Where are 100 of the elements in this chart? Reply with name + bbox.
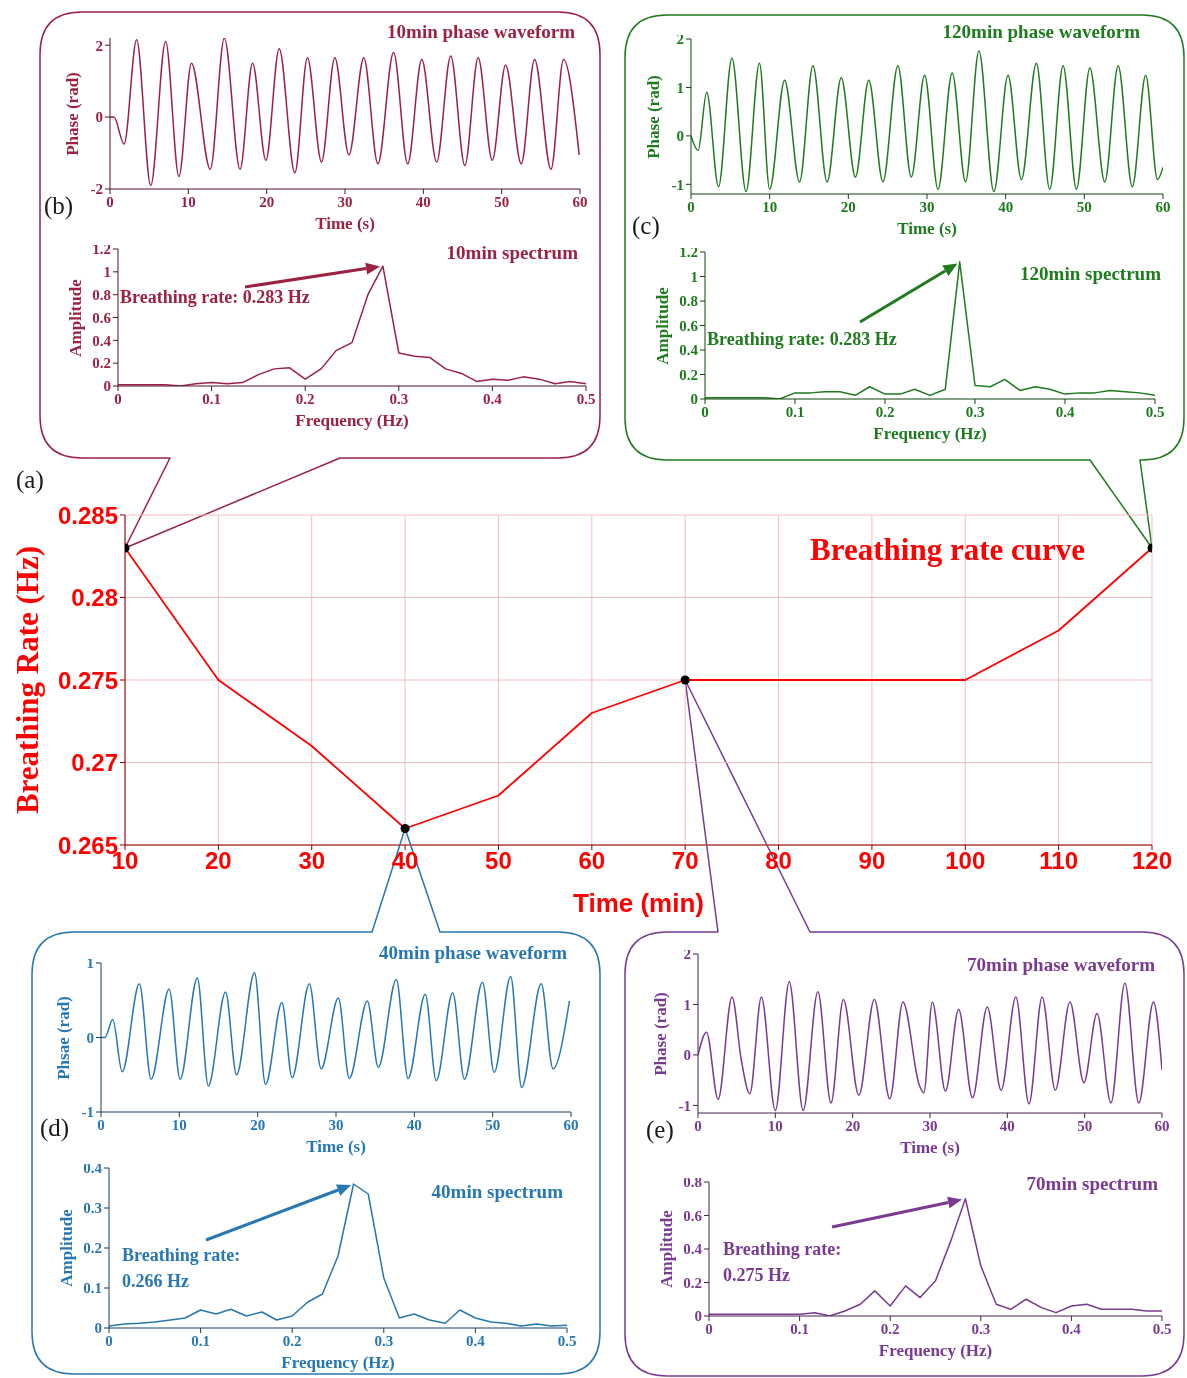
x-tick-label: 50 (485, 1116, 501, 1133)
x-axis-title: Frequency (Hz) (878, 1341, 993, 1361)
chart-title: 40min phase waveform (379, 942, 567, 964)
x-tick-label: 70 (671, 847, 699, 875)
chart-title: 120min phase waveform (942, 21, 1140, 43)
annotation: Breathing rate: 0.283 Hz (707, 328, 898, 351)
text: (c) (632, 212, 660, 240)
y-tick-label: -2 (90, 181, 103, 198)
x-tick-label: 50 (494, 193, 510, 210)
x-tick-label: 50 (485, 847, 512, 875)
x-tick-label: 10 (171, 1116, 187, 1133)
x-tick-label: 0.5 (557, 1332, 577, 1349)
y-tick-label: 0.275 (57, 666, 118, 694)
y-axis-title: Phase (rad) (650, 991, 671, 1076)
y-tick-label: 0.3 (83, 1200, 102, 1217)
x-tick-label: 0.5 (1152, 1320, 1172, 1337)
x-axis-title: Time (s) (897, 219, 957, 239)
y-tick-label: 2 (683, 946, 691, 963)
x-tick-label: 0.1 (785, 403, 805, 420)
x-tick-label: 90 (858, 847, 886, 875)
y-tick-label: 0.2 (679, 366, 698, 383)
y-tick-label: 0 (103, 378, 111, 395)
y-tick-label: 1 (86, 955, 94, 972)
x-tick-label: 20 (205, 847, 232, 875)
x-tick-label: 0.4 (1062, 1320, 1082, 1337)
y-axis-title: Amplitude (56, 1209, 77, 1287)
y-tick-label: -1 (81, 1104, 94, 1121)
x-tick-label: 0.5 (1145, 403, 1165, 420)
x-tick-label: 40 (999, 1117, 1015, 1134)
x-tick-label: 100 (945, 847, 986, 875)
x-tick-label: 10 (180, 193, 196, 210)
y-tick-label: 0 (683, 1047, 691, 1064)
y-tick-label: 1.2 (92, 241, 111, 258)
annotation: Breathing rate: 0.283 Hz (120, 286, 311, 309)
y-tick-label: -1 (671, 176, 684, 193)
x-tick-label: 0.1 (191, 1332, 210, 1349)
x-tick-label: 0.2 (875, 403, 895, 420)
x-tick-label: 20 (840, 198, 856, 215)
text: 120min spectrum (1020, 263, 1161, 285)
text: (d) (40, 1114, 70, 1142)
y-axis-title: Amplitude (652, 286, 673, 365)
x-tick-label: 30 (337, 193, 353, 210)
text: (b) (44, 192, 74, 220)
x-tick-label: 0.4 (1055, 403, 1075, 420)
x-tick-label: 60 (572, 193, 588, 210)
y-tick-label: 0.8 (92, 286, 111, 303)
chart-title: 70min spectrum (1026, 1173, 1158, 1195)
x-tick-label: 30 (328, 1116, 344, 1133)
x-tick-label: 0.2 (295, 390, 315, 407)
y-tick-label: 0.8 (683, 1174, 702, 1191)
y-tick-label: 1 (676, 79, 684, 96)
x-tick-label: 0.3 (965, 403, 985, 420)
y-axis-title: Breathing Rate (Hz) (9, 545, 46, 815)
x-tick-label: 0.3 (971, 1320, 991, 1337)
x-tick-label: 40 (415, 193, 431, 210)
text: 40min spectrum (431, 1181, 563, 1203)
y-tick-label: 0.6 (683, 1207, 703, 1224)
chart-title: 10min phase waveform (387, 21, 575, 43)
y-tick-label: 2 (676, 31, 684, 48)
x-tick-label: 40 (406, 1116, 422, 1133)
y-tick-label: 0.285 (57, 501, 118, 529)
x-tick-label: 0.2 (880, 1320, 900, 1337)
x-tick-label: 20 (259, 193, 275, 210)
text: Breathing rate curve (810, 532, 1085, 568)
text: (a) (16, 466, 44, 494)
y-tick-label: 0.4 (83, 1160, 103, 1177)
x-axis-title: Time (s) (306, 1137, 366, 1157)
x-tick-label: 10 (762, 198, 778, 215)
chart-title: 70min phase waveform (967, 954, 1155, 976)
y-tick-label: 1.2 (679, 244, 698, 261)
x-tick-label: 20 (250, 1116, 266, 1133)
y-axis-title: Phase (rad) (62, 71, 83, 156)
x-axis-title: Frequency (Hz) (873, 424, 987, 444)
x-tick-label: 30 (919, 198, 935, 215)
x-tick-label: 60 (563, 1116, 579, 1133)
x-tick-label: 60 (578, 847, 606, 875)
x-tick-label: 60 (1154, 1117, 1170, 1134)
x-tick-label: 0.5 (576, 390, 596, 407)
x-axis-title: Time (s) (315, 214, 375, 234)
y-axis-title: Amplitude (65, 278, 86, 357)
x-axis-title: Frequency (Hz) (295, 411, 409, 431)
x-tick-label: 120 (1131, 847, 1173, 875)
y-tick-label: 0 (676, 128, 684, 145)
annotation: Breathing rate: 0.275 Hz (723, 1238, 843, 1288)
y-tick-label: 0.6 (92, 309, 112, 326)
x-tick-label: 40 (998, 198, 1014, 215)
y-tick-label: 1 (103, 264, 111, 281)
y-tick-label: 0.2 (83, 1240, 102, 1257)
x-tick-label: 10 (767, 1117, 783, 1134)
y-tick-label: 0.4 (92, 332, 112, 349)
y-axis-title: Phase (rad) (643, 74, 664, 159)
y-tick-label: 0.8 (679, 293, 698, 310)
y-tick-label: -1 (678, 1097, 691, 1114)
x-axis-title: Time (min) (573, 888, 704, 918)
y-tick-label: 0 (694, 1308, 702, 1325)
y-tick-label: 0.4 (679, 342, 699, 359)
annotation: Breathing rate: 0.266 Hz (122, 1244, 242, 1294)
x-tick-label: 0.3 (389, 390, 409, 407)
x-tick-label: 0.2 (282, 1332, 302, 1349)
x-tick-label: 60 (1155, 198, 1171, 215)
